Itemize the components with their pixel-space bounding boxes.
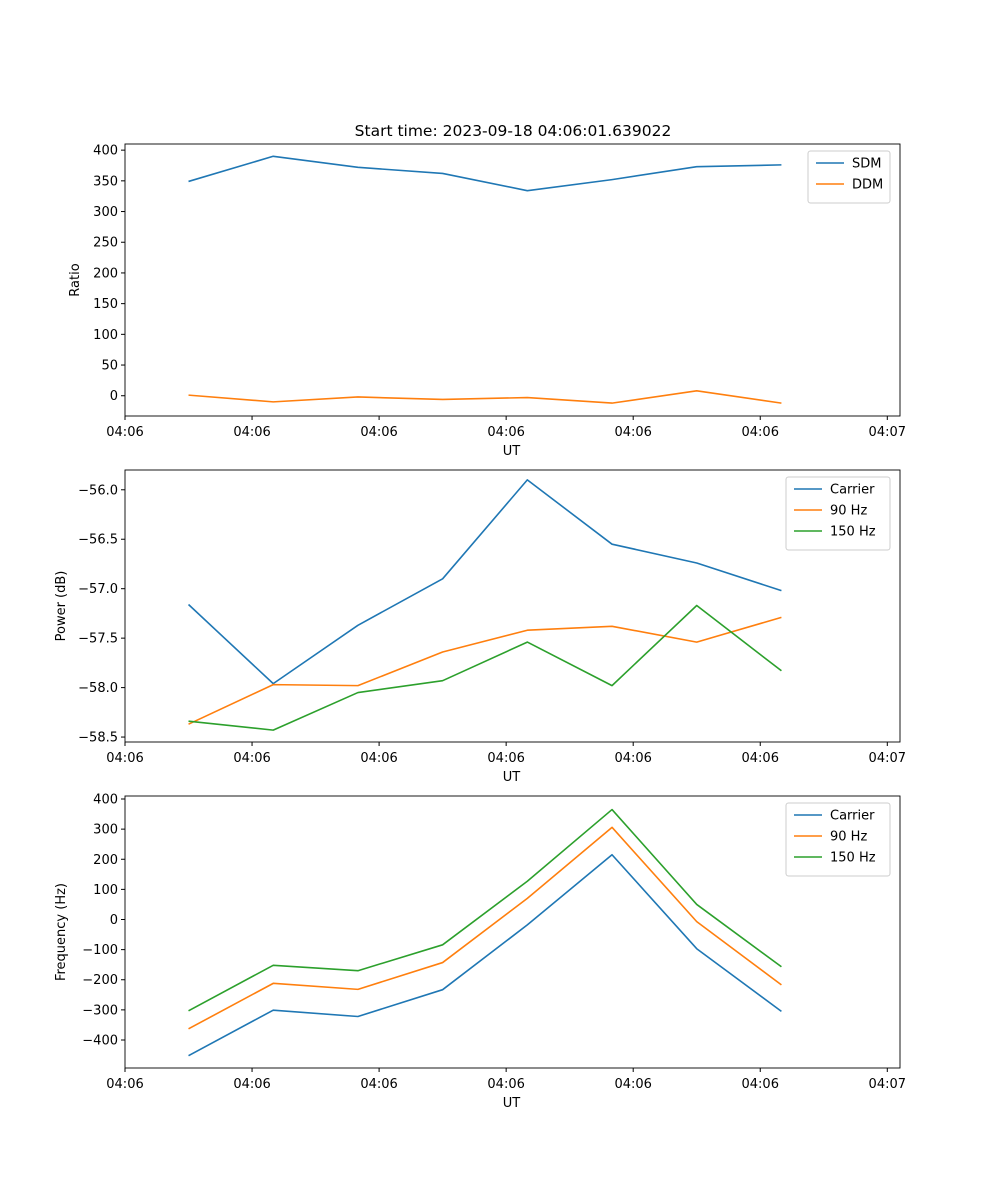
panel-3: −400 −300 −200 −100 0 100 200 300 400 04:06 04:06 0… xyxy=(54,793,906,1111)
series-line-90-hz xyxy=(188,616,782,725)
legend: SDM DDM xyxy=(807,150,891,204)
legend: Carrier 90 Hz 150 Hz xyxy=(785,802,891,877)
legend-label: 150 Hz xyxy=(830,525,876,540)
y-tick-label: 100 xyxy=(93,328,118,343)
x-axis-label: UT xyxy=(503,444,521,459)
y-tick-label: 150 xyxy=(93,297,118,312)
y-tick-label: −58.0 xyxy=(78,681,118,696)
series-line-150-hz xyxy=(188,808,782,1012)
series-line-sdm xyxy=(188,155,782,192)
panel-2: −58.5 −58.0 −57.5 −57.0 −56.5 −56.0 04:06 04:06… xyxy=(54,469,906,785)
x-tick-label: 04:06 xyxy=(614,1077,651,1092)
y-tick-label: −57.0 xyxy=(78,582,118,597)
y-tick-label: −300 xyxy=(82,1003,118,1018)
x-tick-label: 04:06 xyxy=(233,1077,270,1092)
y-tick-label: −200 xyxy=(82,973,118,988)
legend-label: Carrier xyxy=(830,809,875,824)
y-tick-label: −56.0 xyxy=(78,483,118,498)
y-tick-label: −56.5 xyxy=(78,533,118,548)
x-tick-label: 04:06 xyxy=(233,425,270,440)
x-tick-label: 04:06 xyxy=(106,751,143,766)
figure-title: Start time: 2023-09-18 04:06:01.639022 xyxy=(355,122,672,140)
x-tick-label: 04:07 xyxy=(869,751,906,766)
legend-label: Carrier xyxy=(830,483,875,498)
y-tick-label: 200 xyxy=(93,853,118,868)
x-tick-label: 04:06 xyxy=(742,751,779,766)
y-axis-label: Power (dB) xyxy=(54,571,69,642)
y-tick-label: 200 xyxy=(93,266,118,281)
y-tick-label: −100 xyxy=(82,943,118,958)
x-tick-label: 04:06 xyxy=(614,751,651,766)
x-tick-label: 04:07 xyxy=(869,1077,906,1092)
plot-frame xyxy=(124,795,901,1069)
legend-box xyxy=(807,150,891,204)
y-tick-label: 250 xyxy=(93,236,118,251)
x-tick-label: 04:06 xyxy=(360,751,397,766)
x-tick-label: 04:06 xyxy=(742,425,779,440)
legend-label: 90 Hz xyxy=(830,504,867,519)
x-tick-label: 04:06 xyxy=(360,425,397,440)
x-axis-label: UT xyxy=(503,1096,521,1111)
x-tick-label: 04:06 xyxy=(487,751,524,766)
legend-label: 90 Hz xyxy=(830,830,867,845)
y-tick-label: 400 xyxy=(93,793,118,808)
series-line-150-hz xyxy=(188,604,782,731)
y-tick-label: 350 xyxy=(93,174,118,189)
series-line-carrier xyxy=(187,479,782,685)
y-tick-label: 100 xyxy=(93,883,118,898)
x-tick-label: 04:06 xyxy=(487,425,524,440)
series-line-carrier xyxy=(188,853,782,1057)
x-tick-label: 04:06 xyxy=(360,1077,397,1092)
y-axis-label: Frequency (Hz) xyxy=(54,883,69,981)
y-tick-label: 0 xyxy=(110,389,118,404)
x-tick-label: 04:06 xyxy=(487,1077,524,1092)
y-tick-label: −57.5 xyxy=(78,632,118,647)
series-line-90-hz xyxy=(188,826,782,1030)
x-tick-label: 04:06 xyxy=(106,1077,143,1092)
y-tick-label: −400 xyxy=(82,1033,118,1048)
legend: Carrier 90 Hz 150 Hz xyxy=(785,476,891,551)
y-axis-label: Ratio xyxy=(68,263,83,296)
legend-label: DDM xyxy=(852,178,883,193)
y-tick-label: 0 xyxy=(110,913,118,928)
y-tick-label: 300 xyxy=(93,823,118,838)
x-tick-label: 04:06 xyxy=(614,425,651,440)
y-tick-label: 300 xyxy=(93,205,118,220)
y-tick-label: −58.5 xyxy=(78,731,118,746)
x-tick-label: 04:06 xyxy=(106,425,143,440)
legend-label: 150 Hz xyxy=(830,851,876,866)
panel-1: 0 50 100 150 200 250 300 350 400 04:06 04:06 04:06 0… xyxy=(68,143,906,459)
x-axis-label: UT xyxy=(503,770,521,785)
y-tick-label: 400 xyxy=(93,144,118,159)
series-line-ddm xyxy=(188,390,782,404)
plot-frame xyxy=(124,469,901,743)
x-tick-label: 04:06 xyxy=(233,751,270,766)
plot-frame xyxy=(124,143,901,417)
x-tick-label: 04:07 xyxy=(869,425,906,440)
legend-label: SDM xyxy=(852,157,881,172)
y-tick-label: 50 xyxy=(101,359,118,374)
x-tick-label: 04:06 xyxy=(742,1077,779,1092)
